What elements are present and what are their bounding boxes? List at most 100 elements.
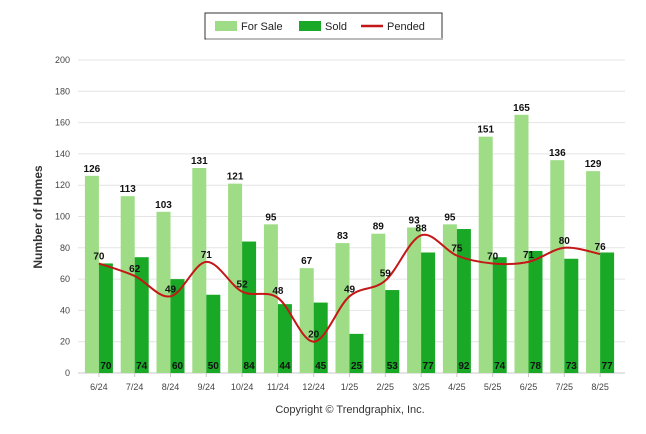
legend-label-sold: Sold	[325, 21, 347, 33]
x-tick-label: 12/24	[302, 382, 325, 392]
bar-for-sale	[299, 268, 314, 373]
bar-sold	[170, 279, 185, 373]
bar-for-sale	[407, 227, 422, 373]
bar-sold	[385, 290, 400, 373]
label-for-sale: 95	[265, 212, 277, 223]
x-tick-label: 6/25	[520, 382, 538, 392]
bar-sold	[528, 250, 543, 373]
label-for-sale: 83	[337, 231, 349, 242]
x-tick-label: 4/25	[448, 382, 466, 392]
y-tick-label: 120	[55, 180, 70, 190]
label-sold: 92	[458, 361, 470, 372]
x-tick-label: 2/25	[377, 382, 395, 392]
bar-sold	[134, 257, 149, 373]
x-tick-label: 9/24	[198, 382, 216, 392]
label-pended: 70	[487, 251, 499, 262]
y-tick-label: 60	[60, 274, 70, 284]
bar-sold	[456, 229, 471, 373]
bar-sold	[564, 258, 579, 373]
label-for-sale: 103	[155, 200, 172, 211]
label-pended: 59	[380, 269, 392, 280]
bar-for-sale	[442, 224, 457, 373]
line-pended	[98, 233, 601, 343]
bar-sold	[349, 333, 364, 373]
bar-for-sale	[335, 243, 350, 373]
label-for-sale: 67	[301, 256, 313, 267]
copyright: Copyright © Trendgraphix, Inc.	[275, 404, 424, 416]
bar-sold	[242, 241, 257, 373]
label-for-sale: 121	[227, 172, 244, 183]
y-tick-label: 40	[60, 305, 70, 315]
bars	[84, 114, 615, 374]
legend: For Sale Sold Pended	[204, 12, 443, 40]
label-pended: 71	[201, 250, 213, 261]
x-tick-label: 6/24	[90, 382, 108, 392]
bar-sold	[421, 252, 436, 373]
label-pended: 48	[272, 286, 284, 297]
y-tick-label: 100	[55, 212, 70, 222]
y-tick-label: 180	[55, 86, 70, 96]
bar-for-sale	[371, 233, 386, 373]
x-axis-ticks: 6/24 7/24 8/24 9/24 10/24 11/24 12/24 1/25 2/25 3…	[90, 373, 609, 392]
y-tick-label: 140	[55, 149, 70, 159]
y-tick-label: 0	[65, 368, 70, 378]
legend-label-for-sale: For Sale	[241, 21, 283, 33]
bar-for-sale	[514, 114, 529, 374]
pended-line	[98, 233, 601, 343]
label-for-sale: 131	[191, 156, 208, 167]
x-tick-label: 8/24	[162, 382, 180, 392]
label-sold: 45	[315, 361, 327, 372]
bar-for-sale	[550, 160, 565, 373]
label-for-sale: 93	[409, 215, 421, 226]
label-pended: 62	[129, 264, 141, 275]
label-sold: 78	[530, 361, 542, 372]
bar-for-sale	[586, 171, 601, 373]
x-tick-label: 1/25	[341, 382, 359, 392]
bar-for-sale	[263, 224, 278, 373]
label-pended: 52	[237, 280, 249, 291]
label-sold: 73	[566, 361, 578, 372]
label-sold: 74	[136, 361, 148, 372]
bar-sold	[492, 257, 507, 373]
label-for-sale: 129	[585, 159, 602, 170]
bar-sold	[600, 252, 615, 373]
label-for-sale: 113	[120, 184, 137, 195]
x-tick-label: 8/25	[591, 382, 609, 392]
label-for-sale: 165	[513, 103, 530, 114]
label-for-sale: 89	[373, 222, 385, 233]
x-tick-label: 7/25	[556, 382, 574, 392]
x-tick-label: 10/24	[231, 382, 254, 392]
label-pended: 75	[451, 244, 463, 255]
label-pended: 80	[559, 236, 571, 247]
y-tick-label: 200	[55, 55, 70, 65]
label-sold: 77	[423, 361, 435, 372]
label-pended: 49	[344, 284, 356, 295]
legend-label-pended: Pended	[387, 21, 425, 33]
label-pended: 49	[165, 284, 177, 295]
label-sold: 60	[172, 361, 184, 372]
x-tick-label: 3/25	[412, 382, 430, 392]
label-sold: 25	[351, 361, 363, 372]
data-labels: 126 70 113 74 103 60 131 50 121 84 95 44 67 45 83 25 89 5…	[84, 103, 614, 372]
bar-for-sale	[84, 175, 99, 373]
label-for-sale: 136	[549, 148, 566, 159]
label-sold: 50	[208, 361, 220, 372]
x-tick-label: 7/24	[126, 382, 144, 392]
bar-sold	[277, 304, 292, 373]
label-sold: 84	[244, 361, 256, 372]
label-sold: 53	[387, 361, 399, 372]
label-pended: 71	[523, 250, 535, 261]
y-tick-label: 80	[60, 243, 70, 253]
legend-swatch-for-sale	[215, 21, 237, 31]
y-axis-label: Number of Homes	[31, 165, 45, 269]
bar-for-sale	[120, 196, 135, 373]
y-tick-label: 160	[55, 118, 70, 128]
label-sold: 74	[494, 361, 506, 372]
y-axis-ticks: 0 20 40 60 80 100 120 140 160 180 200	[55, 55, 70, 378]
bar-for-sale	[478, 136, 493, 373]
bar-sold	[206, 294, 221, 373]
x-tick-label: 11/24	[267, 382, 289, 392]
label-pended: 76	[595, 242, 607, 253]
label-pended: 88	[416, 223, 428, 234]
label-sold: 70	[100, 361, 112, 372]
